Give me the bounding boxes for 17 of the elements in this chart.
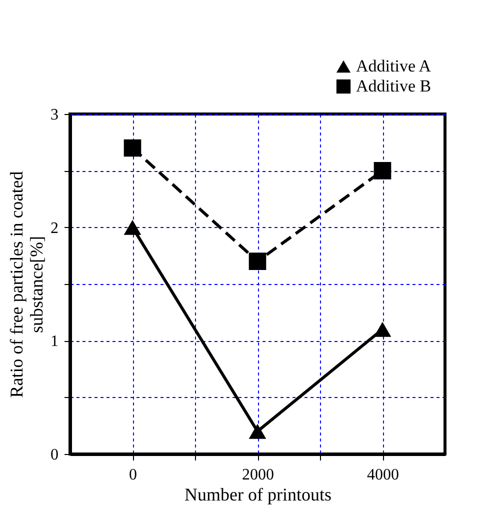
point bbox=[248, 424, 266, 439]
point bbox=[248, 252, 266, 270]
point bbox=[374, 162, 392, 180]
point bbox=[124, 220, 142, 235]
y-tick-label: 0 bbox=[50, 446, 58, 464]
point bbox=[374, 322, 392, 337]
y-tick-label: 2 bbox=[50, 220, 58, 237]
x-tick-label: 4000 bbox=[367, 466, 399, 484]
x-tick-label: 2000 bbox=[242, 466, 274, 484]
point bbox=[124, 139, 142, 157]
y-tick-label: 3 bbox=[50, 106, 58, 124]
legend-label: Additive B bbox=[356, 76, 432, 96]
x-axis-title: Number of printouts bbox=[184, 484, 332, 504]
y-tick-label: 1 bbox=[50, 333, 58, 350]
legend-label: Additive A bbox=[356, 56, 432, 76]
x-tick-label: 0 bbox=[129, 466, 137, 484]
y-axis-title: Ratio of free particles in coated substance[%] bbox=[6, 171, 46, 398]
